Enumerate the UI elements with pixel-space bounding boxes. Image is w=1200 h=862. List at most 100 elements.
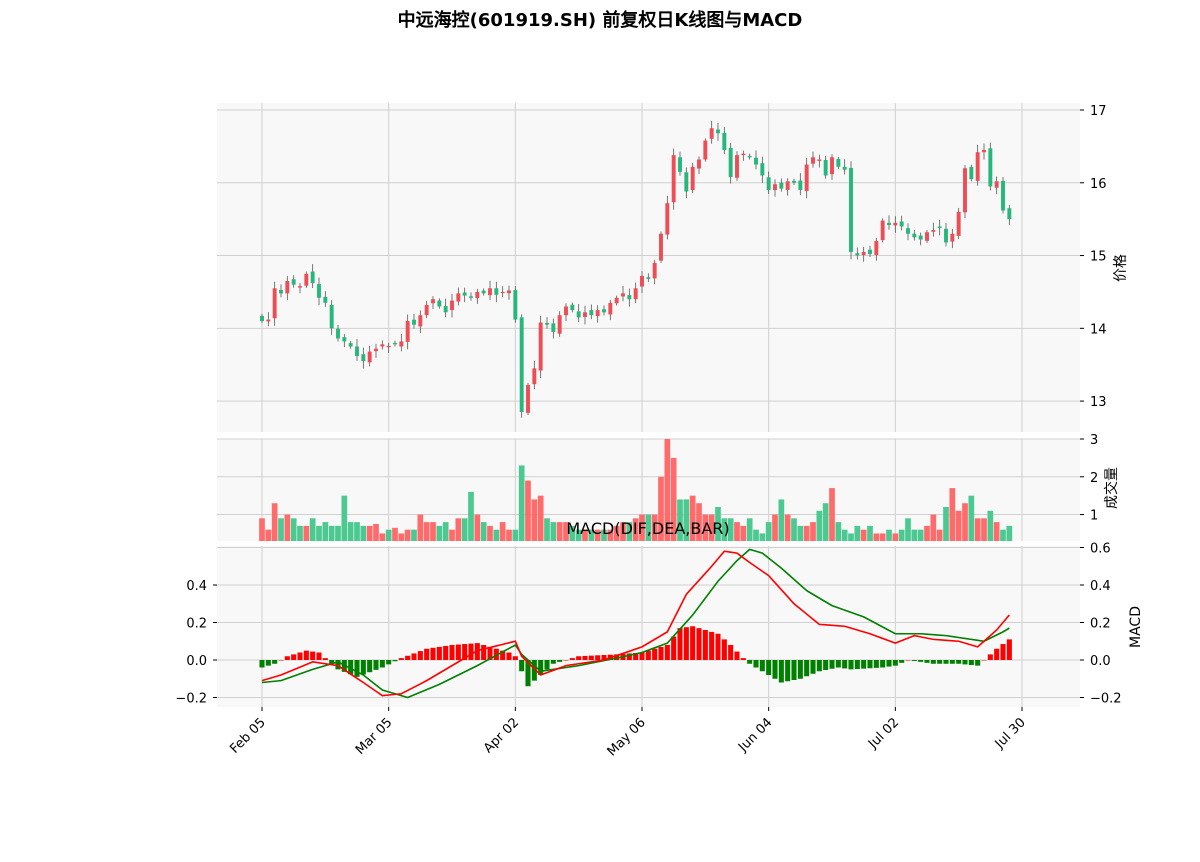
candle	[703, 140, 708, 160]
macd-bar	[430, 647, 436, 660]
volume-tick-label: 1	[1090, 509, 1098, 524]
candle	[665, 203, 670, 235]
macd-bar	[436, 646, 442, 660]
macd-left-tick-label: −0.2	[175, 692, 207, 707]
volume-bar	[778, 499, 785, 541]
macd-bar	[284, 656, 290, 660]
macd-bar	[291, 654, 297, 660]
candle	[684, 172, 689, 192]
volume-bar	[886, 529, 892, 541]
macd-bar	[943, 660, 949, 664]
candle	[697, 159, 701, 169]
x-tick-label: Apr 02	[481, 715, 522, 756]
volume-bar	[746, 518, 753, 541]
volume-bar	[607, 529, 614, 541]
macd-bar	[588, 655, 594, 660]
macd-bar	[316, 652, 322, 660]
macd-bar	[721, 639, 727, 660]
macd-bar	[462, 644, 468, 660]
macd-panel-bg	[217, 546, 1080, 707]
volume-bar	[544, 518, 550, 541]
macd-bar	[994, 648, 1000, 660]
macd-bar	[867, 660, 873, 669]
macd-bar	[873, 660, 879, 668]
volume-bar	[664, 439, 671, 541]
macd-bar	[734, 651, 740, 660]
volume-bar	[499, 522, 506, 541]
volume-bar	[879, 533, 886, 541]
volume-bar	[797, 525, 804, 541]
candle	[785, 181, 790, 190]
candle	[728, 147, 733, 177]
candle	[500, 291, 505, 294]
macd-bar	[709, 631, 715, 660]
candle	[494, 288, 499, 295]
volume-bar	[784, 514, 791, 541]
volume-bar	[803, 525, 810, 541]
candle	[513, 290, 518, 320]
candle	[538, 322, 543, 371]
volume-tick-label: 2	[1090, 471, 1098, 486]
volume-bar	[841, 529, 848, 541]
volume-bar	[905, 518, 911, 541]
macd-bar	[569, 658, 575, 660]
macd-bar	[392, 660, 398, 662]
macd-bar	[886, 660, 892, 667]
volume-bar	[677, 499, 683, 541]
candle	[766, 177, 771, 191]
candle	[893, 222, 898, 226]
candle	[912, 233, 917, 238]
macd-bar	[899, 660, 905, 663]
price-tick-label: 14	[1090, 322, 1107, 337]
macd-bar	[386, 660, 392, 665]
macd-bar	[310, 651, 316, 660]
macd-bar	[601, 655, 607, 660]
volume-bar	[436, 525, 443, 541]
candle	[931, 230, 936, 232]
candle	[450, 300, 454, 311]
volume-bar	[360, 525, 367, 541]
macd-bar	[506, 652, 512, 660]
macd-bar	[791, 660, 797, 680]
candle	[310, 271, 315, 284]
volume-bar	[404, 529, 411, 541]
candle	[861, 251, 866, 256]
volume-bar	[632, 518, 639, 541]
candle	[741, 153, 746, 156]
macd-bar	[816, 660, 822, 672]
volume-bar	[537, 495, 544, 541]
macd-bar	[576, 656, 582, 660]
volume-bar	[658, 476, 664, 541]
candle	[551, 323, 556, 332]
macd-bar	[930, 660, 936, 664]
candle	[399, 341, 404, 347]
volume-bar	[550, 522, 557, 541]
macd-bar	[265, 660, 271, 666]
candle	[690, 166, 695, 191]
macd-bar	[918, 660, 924, 662]
macd-bar	[626, 653, 632, 660]
volume-bar	[968, 495, 975, 541]
macd-bar	[272, 660, 278, 664]
volume-bar	[461, 518, 468, 541]
candle	[393, 342, 397, 345]
candle	[437, 300, 442, 307]
macd-bar	[525, 660, 531, 687]
macd-bar	[557, 660, 563, 662]
volume-bar	[284, 514, 291, 541]
volume-bar	[556, 522, 563, 541]
candle	[595, 310, 600, 317]
volume-bar	[791, 518, 797, 541]
macd-left-tick-label: 0.0	[186, 654, 207, 669]
volume-bar	[974, 518, 981, 541]
macd-bar	[848, 660, 854, 670]
macd-bar	[474, 643, 480, 660]
candle	[969, 166, 974, 180]
candle	[722, 132, 727, 151]
volume-bar	[829, 488, 835, 541]
macd-bar	[550, 660, 556, 664]
macd-bar	[493, 648, 499, 660]
volume-bar	[328, 525, 335, 541]
macd-bar	[348, 660, 354, 675]
macd-bar	[937, 660, 943, 664]
